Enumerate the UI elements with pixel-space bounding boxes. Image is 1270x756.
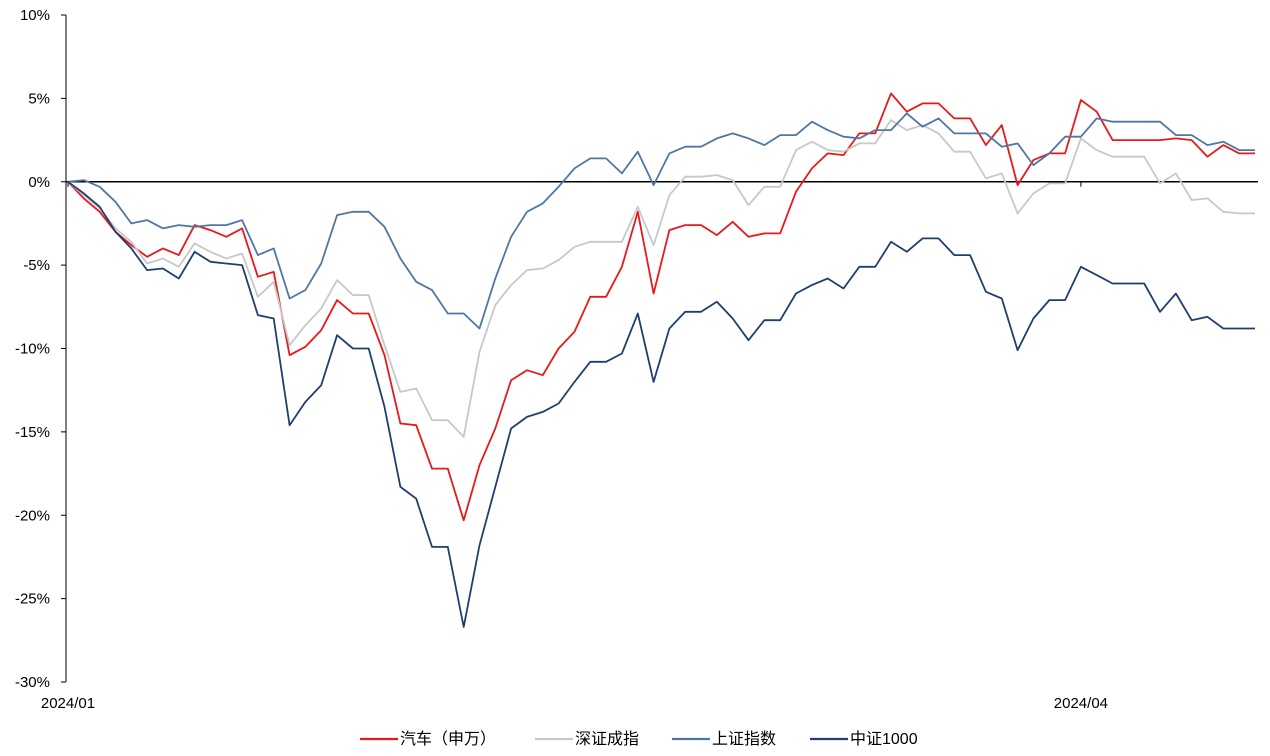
y-tick-label: -15% (15, 424, 50, 441)
x-tick-label: 2024/01 (41, 695, 95, 712)
legend: 汽车（申万） 深证成指 上证指数 中证1000 (360, 730, 918, 748)
x-tick-label: 2024/04 (1054, 695, 1108, 712)
y-tick-label: 0% (28, 174, 50, 191)
y-axis-ticks: 10% 5% 0% -5% -10% -15% -20% -25% -30% (15, 7, 66, 691)
y-tick-label: -20% (15, 507, 50, 524)
y-tick-label: -25% (15, 591, 50, 608)
legend-label-2: 上证指数 (712, 730, 776, 748)
y-tick-label: -5% (23, 257, 50, 274)
series-line-2 (67, 112, 1255, 330)
legend-label-0: 汽车（申万） (400, 730, 496, 748)
series-line-1 (67, 119, 1255, 438)
series-line-0 (67, 92, 1255, 522)
y-tick-label: 10% (20, 7, 50, 24)
legend-label-3: 中证1000 (850, 730, 918, 748)
y-tick-label: -30% (15, 674, 50, 691)
legend-label-1: 深证成指 (575, 730, 639, 748)
x-axis-ticks: 2024/01 2024/04 (41, 181, 1108, 712)
y-tick-label: 5% (28, 90, 50, 107)
series-lines (67, 92, 1255, 628)
series-line-3 (67, 181, 1255, 628)
y-tick-label: -10% (15, 341, 50, 358)
